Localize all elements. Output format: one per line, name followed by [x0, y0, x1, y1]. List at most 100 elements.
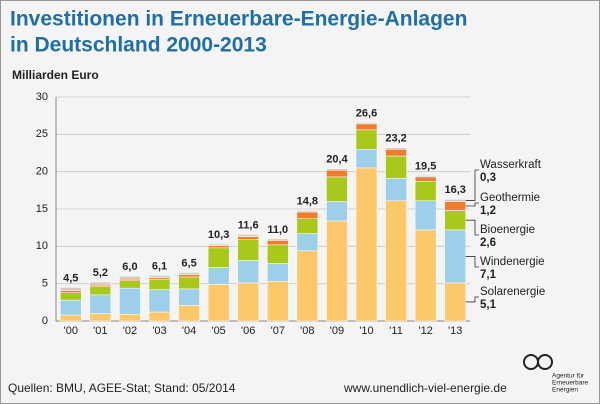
value-label: 2,6	[480, 237, 496, 249]
bar-segment	[326, 168, 348, 171]
x-tick-label: '08	[300, 325, 314, 337]
bar-segment	[444, 201, 466, 211]
logo: Agentur für Erneuerbare Energien	[523, 354, 589, 394]
bar-segment	[178, 274, 200, 278]
bar-segment	[89, 286, 112, 296]
x-tick-label: '11	[389, 325, 403, 337]
legend-label: Bioenergie	[480, 224, 535, 236]
x-tick-label: '13	[448, 325, 462, 337]
legend-label: Geothermie	[480, 192, 540, 204]
bar-segment	[237, 239, 259, 261]
x-tick-label: '03	[152, 325, 166, 337]
bar-segment	[207, 247, 230, 268]
legend-label: Solarenergie	[480, 286, 545, 298]
bar-segment	[119, 287, 141, 315]
total-label: 6,0	[122, 261, 137, 273]
chart-title: in Deutschland 2000-2013	[10, 34, 267, 57]
bar-segment	[385, 178, 407, 202]
total-label: 23,2	[385, 133, 406, 145]
annotation-connector	[465, 296, 479, 303]
bar-segment	[178, 288, 200, 306]
bar-segment	[207, 245, 230, 249]
source: Quellen: BMU, AGEE-Stat; Stand: 05/2014	[8, 381, 236, 395]
bar-segment	[237, 236, 259, 240]
bar-segment	[296, 218, 319, 234]
bar-segment	[414, 175, 437, 178]
bar-segment	[385, 200, 407, 322]
bar-segment	[444, 199, 466, 202]
x-tick-label: '04	[182, 325, 196, 337]
chart-title: Investitionen in Erneuerbare-Energie-Anl…	[10, 8, 467, 31]
bar-segment	[60, 290, 82, 293]
bar-segment	[414, 181, 437, 202]
bar-segment	[355, 167, 378, 322]
total-label: 14,8	[297, 195, 318, 207]
annotation-connector	[465, 169, 479, 201]
bar-segment	[385, 155, 407, 179]
logo-text: Agentur für	[552, 373, 585, 380]
bar-segment	[207, 266, 230, 285]
annotation-connector	[465, 219, 479, 236]
y-tick-label: 20	[36, 166, 48, 178]
x-tick-label: '09	[330, 325, 344, 337]
bar-segment	[444, 210, 466, 231]
bar-segment	[207, 243, 230, 246]
bar-segment	[237, 282, 259, 322]
total-label: 11,0	[267, 224, 288, 236]
total-label: 6,5	[181, 257, 196, 269]
website: www.unendlich-viel-energie.de	[343, 381, 507, 395]
y-tick-label: 15	[36, 203, 48, 215]
y-axis-label: Milliarden Euro	[12, 68, 99, 82]
bar-segment	[148, 278, 171, 290]
value-label: 1,2	[480, 205, 496, 217]
y-tick-label: 25	[36, 128, 48, 140]
bar-segment	[178, 276, 200, 290]
bar-segment	[89, 294, 112, 314]
total-label: 4,5	[63, 272, 78, 284]
bar-segment	[355, 123, 378, 131]
bar-segment	[296, 250, 319, 322]
bar-segment	[178, 272, 200, 275]
bar-segment	[60, 314, 82, 322]
legend-label: Windenergie	[480, 256, 545, 268]
total-label: 5,2	[93, 267, 108, 279]
x-tick-label: '10	[359, 325, 373, 337]
total-label: 6,1	[152, 260, 167, 272]
bar-segment	[148, 311, 171, 322]
x-tick-label: '07	[271, 325, 285, 337]
bar-segment	[296, 211, 319, 219]
bar-segment	[326, 220, 348, 322]
logo-text: Erneuerbare	[552, 380, 589, 387]
bar-segment	[89, 281, 112, 286]
total-label: 26,6	[356, 107, 377, 119]
value-label: 7,1	[480, 269, 497, 281]
bar-segment	[385, 147, 407, 150]
bar-segment	[326, 176, 348, 202]
bar-segment	[60, 292, 82, 301]
bar-segment	[148, 289, 171, 313]
y-tick-label: 0	[42, 315, 48, 327]
total-label: 10,3	[208, 229, 229, 241]
value-label: 0,3	[480, 172, 496, 184]
bar-segment	[207, 284, 230, 322]
bar-segment	[355, 149, 378, 169]
bar-segment	[296, 233, 319, 252]
bar-segment	[119, 275, 141, 280]
total-label: 11,6	[238, 219, 259, 231]
legend-label: Wasserkraft	[480, 159, 542, 171]
bar-segment	[119, 280, 141, 289]
x-tick-label: '01	[93, 325, 107, 337]
annotation-connector	[465, 256, 479, 268]
bar-segment	[178, 305, 200, 322]
logo-icon	[537, 354, 553, 370]
y-tick-label: 5	[42, 278, 48, 290]
bar-segment	[326, 169, 348, 178]
x-tick-label: '02	[123, 325, 137, 337]
bar-segment	[119, 314, 141, 322]
bar-segment	[237, 260, 259, 284]
y-tick-label: 10	[36, 240, 48, 252]
y-tick-label: 30	[36, 91, 48, 103]
bar-segment	[444, 229, 466, 284]
